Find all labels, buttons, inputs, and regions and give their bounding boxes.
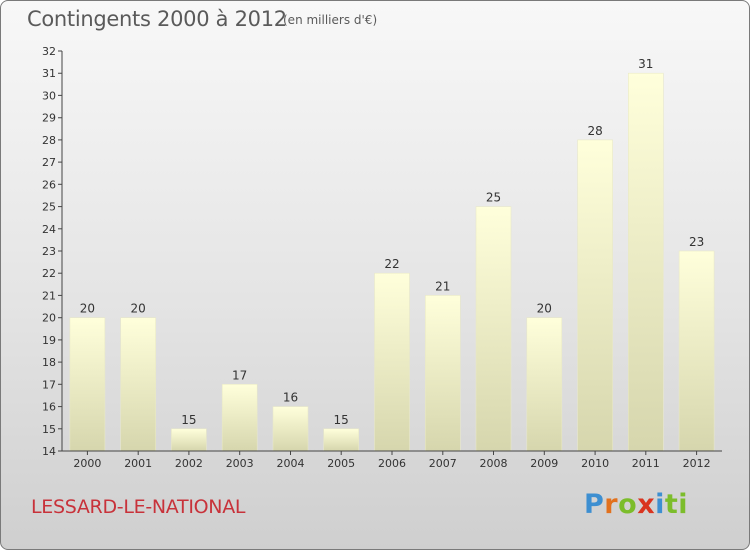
bar — [171, 428, 207, 452]
logo-letter: o — [618, 489, 638, 520]
x-tick-label: 2010 — [581, 457, 609, 470]
bar — [678, 250, 715, 452]
x-tick-label: 2004 — [277, 457, 305, 470]
bar — [424, 295, 461, 452]
y-tick-label: 27 — [42, 156, 56, 169]
data-label: 23 — [689, 235, 704, 249]
x-tick-label: 2006 — [378, 457, 406, 470]
y-tick-label: 25 — [42, 201, 56, 214]
data-label: 16 — [283, 391, 298, 405]
x-tick-label: 2008 — [480, 457, 508, 470]
bar — [323, 428, 360, 452]
y-tick-label: 22 — [42, 267, 56, 280]
logo-letter: r — [604, 489, 619, 520]
bar — [221, 383, 258, 452]
y-tick-label: 14 — [42, 445, 56, 458]
bar — [120, 317, 156, 452]
data-label: 17 — [232, 368, 247, 382]
logo-letter: t — [664, 489, 679, 520]
x-tick-label: 2003 — [226, 457, 254, 470]
data-label: 20 — [131, 302, 146, 316]
y-tick-label: 15 — [42, 423, 56, 436]
bar — [526, 317, 563, 452]
y-tick-label: 31 — [42, 67, 56, 80]
data-label: 25 — [486, 191, 501, 205]
y-tick-label: 18 — [42, 356, 56, 369]
y-tick-label: 21 — [42, 289, 56, 302]
y-tick-label: 28 — [42, 134, 56, 147]
data-label: 28 — [587, 124, 602, 138]
y-tick-label: 30 — [42, 89, 56, 102]
data-label: 22 — [384, 257, 399, 271]
bar — [577, 139, 613, 452]
place-name: LESSARD-LE-NATIONAL — [31, 496, 246, 518]
logo-letter: i — [678, 489, 689, 520]
chart-subtitle: (en milliers d'€) — [283, 13, 378, 27]
y-tick-label: 26 — [42, 178, 56, 191]
x-tick-label: 2007 — [429, 457, 457, 470]
y-tick-label: 19 — [42, 334, 56, 347]
data-label: 20 — [80, 302, 95, 316]
x-tick-label: 2012 — [683, 457, 711, 470]
bar — [272, 406, 309, 452]
logo-letter: x — [637, 489, 656, 520]
axes-layer: 2000 2001 2002 2003 2004 2005 2006 2007 2008 2009… — [42, 45, 722, 470]
y-tick-label: 17 — [42, 378, 56, 391]
y-tick-label: 23 — [42, 245, 56, 258]
data-label: 15 — [181, 413, 196, 427]
x-tick-label: 2005 — [327, 457, 355, 470]
y-tick-label: 20 — [42, 312, 56, 325]
data-label: 31 — [638, 57, 653, 71]
bar — [627, 72, 664, 452]
bar — [374, 272, 410, 452]
bar — [475, 206, 512, 452]
x-tick-label: 2011 — [632, 457, 660, 470]
data-label: 21 — [435, 279, 450, 293]
bars-layer: 20 20 15 17 16 15 22 21 25 20 28 31 23 — [69, 57, 715, 452]
y-tick-label: 16 — [42, 401, 56, 414]
x-tick-label: 2009 — [530, 457, 558, 470]
y-tick-label: 24 — [42, 223, 56, 236]
proxiti-logo[interactable]: Proxiti — [584, 489, 688, 523]
x-tick-label: 2000 — [73, 457, 101, 470]
x-tick-label: 2001 — [124, 457, 152, 470]
y-tick-label: 29 — [42, 112, 56, 125]
chart-title: Contingents 2000 à 2012 — [27, 7, 287, 31]
y-tick-label: 32 — [42, 45, 56, 58]
x-tick-label: 2002 — [175, 457, 203, 470]
bar — [69, 317, 106, 452]
data-label: 20 — [537, 302, 552, 316]
data-label: 15 — [334, 413, 349, 427]
logo-letter: P — [584, 489, 605, 520]
logo-letter: i — [655, 489, 665, 520]
